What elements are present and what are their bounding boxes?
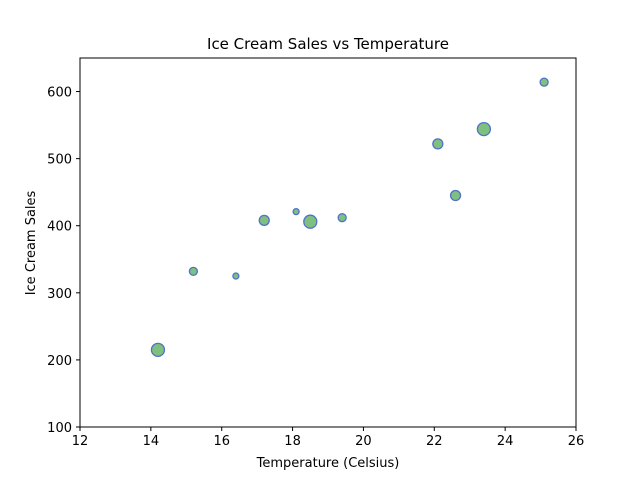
y-axis: 100 200 300 400 500 600 (47, 86, 80, 436)
x-tick-label: 12 (72, 434, 89, 449)
x-tick-label: 14 (143, 434, 160, 449)
y-axis-label: Ice Cream Sales (24, 190, 39, 295)
y-tick-label: 500 (47, 153, 72, 168)
x-tick-label: 24 (497, 434, 514, 449)
data-point (232, 272, 240, 280)
x-axis-label: Temperature (Celsius) (256, 456, 400, 471)
y-tick-label: 600 (47, 86, 72, 101)
data-point (303, 214, 318, 229)
plot-area (150, 77, 549, 357)
data-point (292, 207, 300, 216)
data-point (539, 77, 549, 87)
y-tick-label: 300 (47, 287, 72, 302)
data-point (258, 214, 270, 227)
x-tick-label: 26 (568, 434, 585, 449)
y-tick-label: 200 (47, 354, 72, 369)
y-tick-label: 400 (47, 220, 72, 235)
x-tick-label: 18 (284, 434, 301, 449)
data-point (150, 342, 166, 357)
x-tick-label: 22 (426, 434, 443, 449)
x-tick-label: 20 (355, 434, 372, 449)
data-point (188, 266, 199, 276)
data-point (476, 121, 492, 137)
y-tick-label: 100 (47, 421, 72, 436)
data-point (337, 213, 347, 223)
plot-frame (79, 57, 577, 428)
x-tick-label: 16 (213, 434, 230, 449)
data-point (432, 138, 444, 150)
x-axis: 12 14 16 18 20 22 24 26 (72, 427, 585, 449)
chart-title: Ice Cream Sales vs Temperature (207, 35, 449, 53)
data-point (449, 189, 462, 202)
